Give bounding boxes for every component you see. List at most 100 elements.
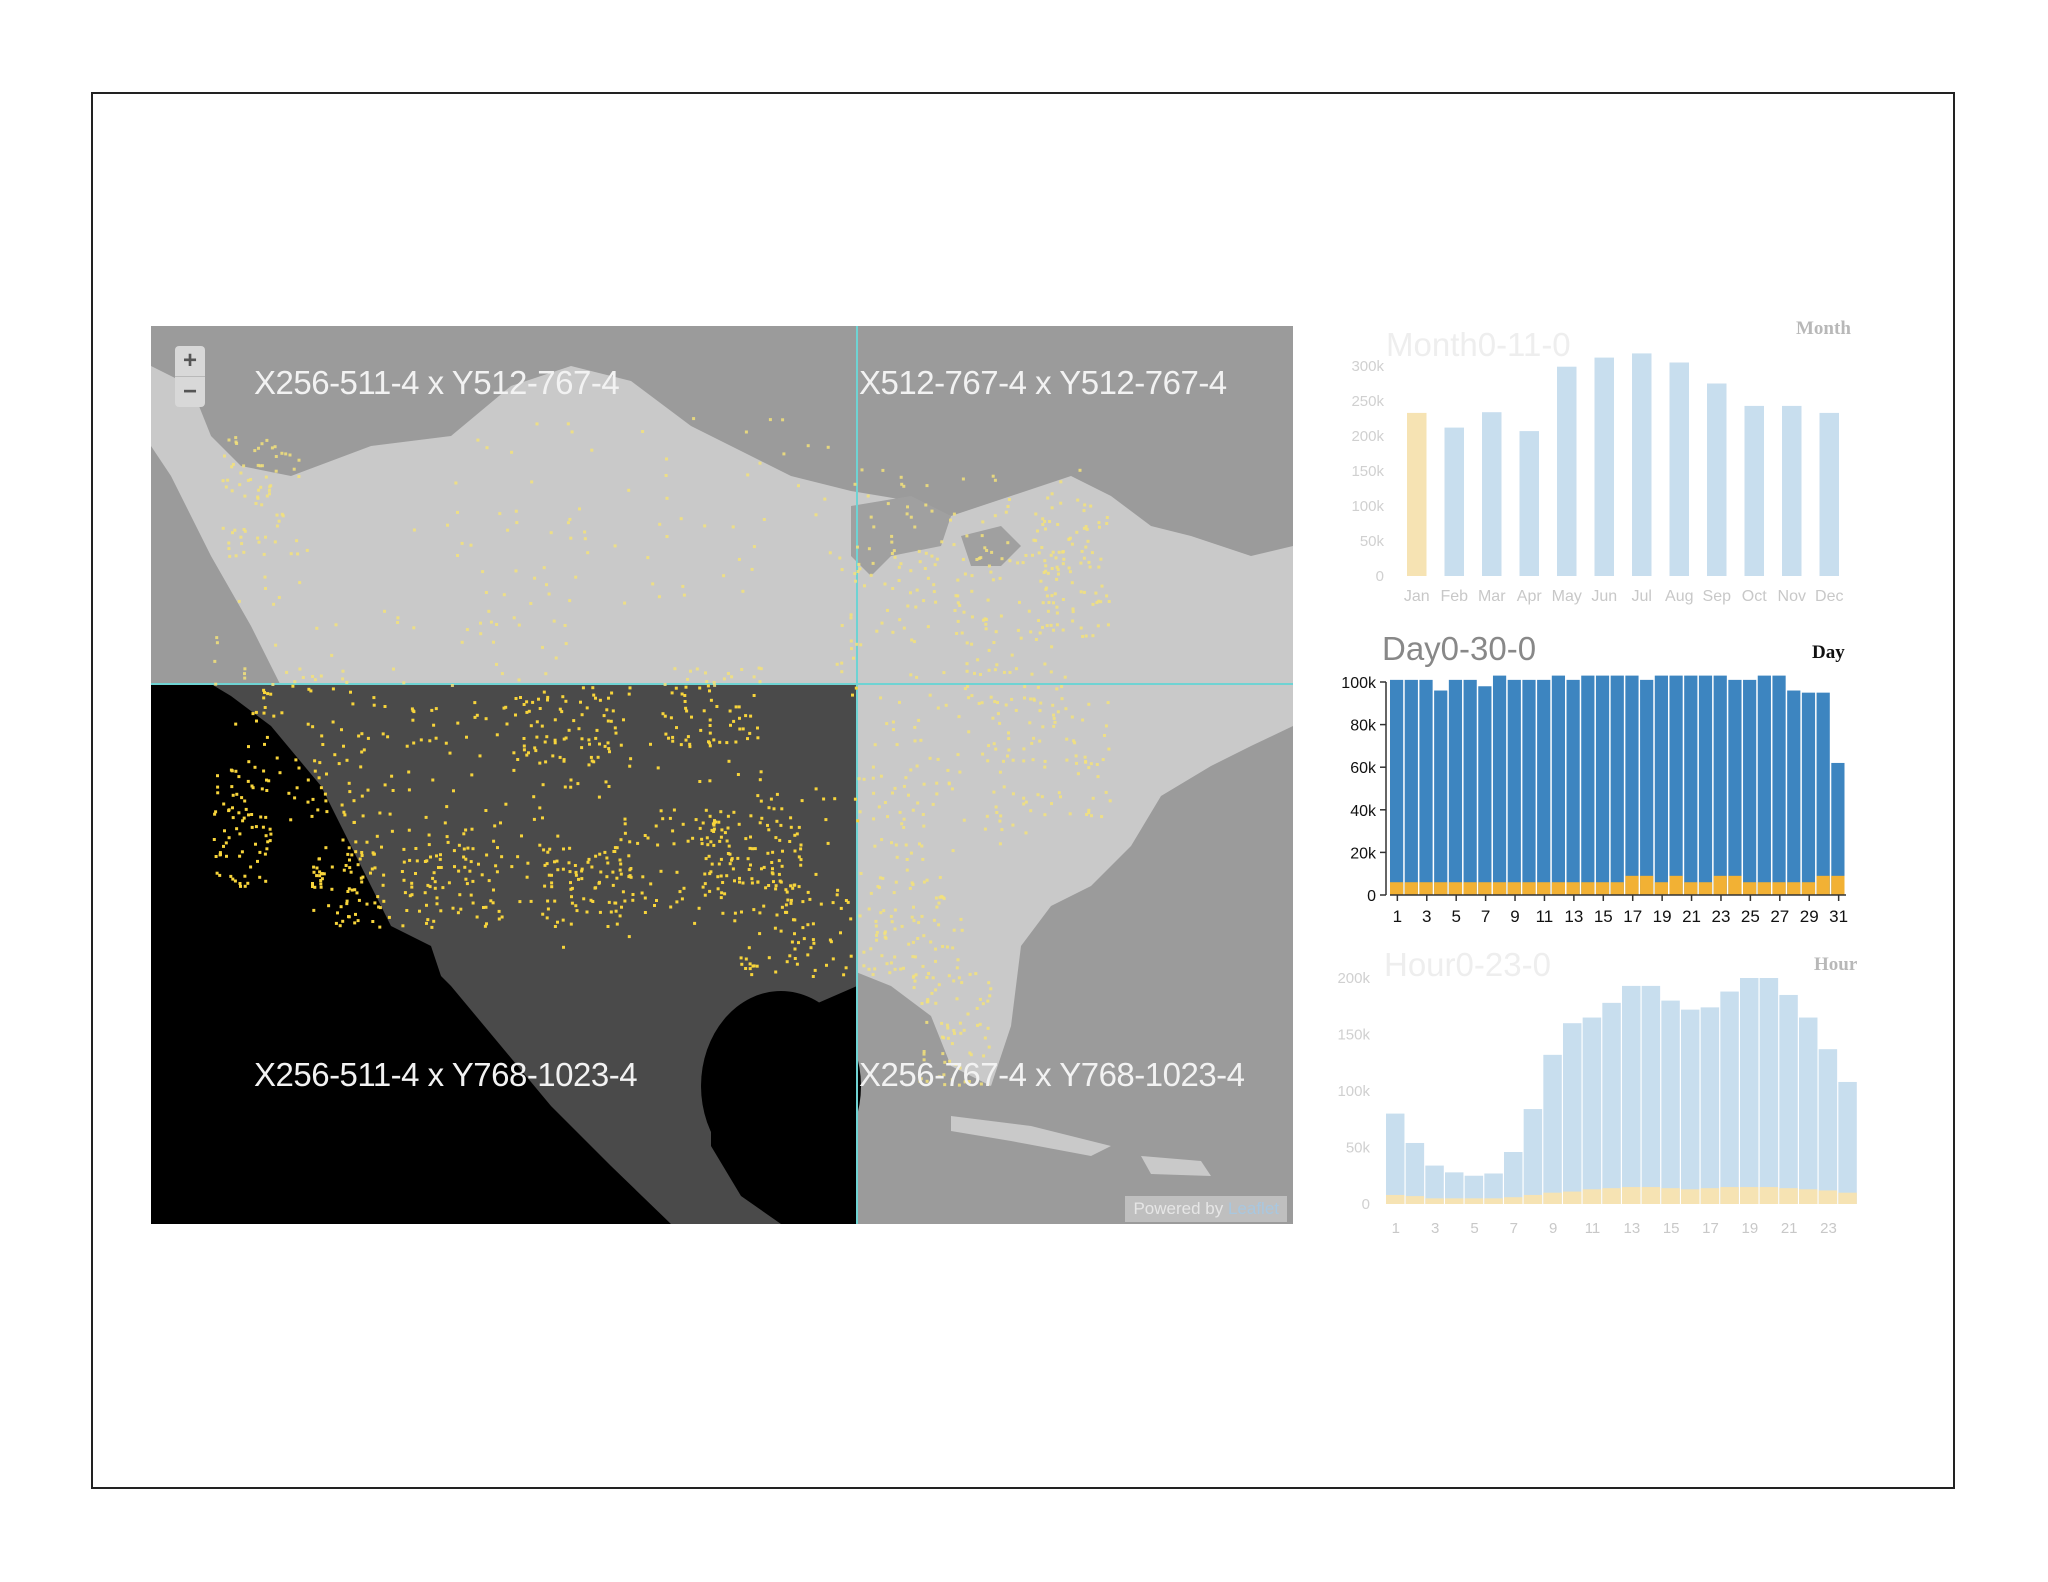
hour-bar-highlight[interactable] — [1425, 1198, 1444, 1204]
day-bar-highlight[interactable] — [1478, 882, 1492, 895]
day-bar[interactable] — [1551, 675, 1566, 895]
day-bar-highlight[interactable] — [1419, 882, 1433, 895]
day-chart[interactable]: Day0-30-0 Day 0 20k 40k 60k 80k 100k 1 3 5 7 9 11 13… — [1318, 630, 1858, 930]
hour-bar[interactable] — [1641, 985, 1661, 1204]
hour-bar[interactable] — [1445, 1172, 1464, 1204]
hour-bar[interactable] — [1720, 991, 1739, 1204]
day-bar[interactable] — [1492, 675, 1507, 895]
day-bar[interactable] — [1728, 679, 1742, 895]
hour-bar-highlight[interactable] — [1641, 1187, 1661, 1204]
day-bar-highlight[interactable] — [1537, 882, 1551, 895]
day-bar[interactable] — [1713, 675, 1727, 895]
hour-bar[interactable] — [1838, 1081, 1857, 1204]
hour-bar[interactable] — [1740, 978, 1759, 1204]
day-bar-highlight[interactable] — [1772, 882, 1786, 895]
hour-bar[interactable] — [1818, 1049, 1838, 1204]
hour-bar[interactable] — [1484, 1173, 1503, 1204]
day-bar[interactable] — [1522, 679, 1536, 895]
day-bar[interactable] — [1390, 679, 1404, 895]
day-bar[interactable] — [1434, 690, 1448, 895]
day-bar-highlight[interactable] — [1669, 875, 1683, 895]
hour-bar[interactable] — [1759, 978, 1779, 1204]
day-bar[interactable] — [1581, 675, 1595, 895]
hour-bar[interactable] — [1779, 994, 1798, 1204]
hour-bar[interactable] — [1523, 1109, 1543, 1204]
day-bar[interactable] — [1595, 675, 1610, 895]
leaflet-link[interactable]: Leaflet — [1227, 1199, 1279, 1218]
day-bar-highlight[interactable] — [1551, 882, 1566, 895]
hour-bar-highlight[interactable] — [1445, 1198, 1464, 1204]
day-bar-highlight[interactable] — [1640, 875, 1654, 895]
day-bar[interactable] — [1640, 679, 1654, 895]
day-bar-highlight[interactable] — [1404, 882, 1418, 895]
day-bar-highlight[interactable] — [1728, 875, 1742, 895]
day-bar[interactable] — [1743, 679, 1757, 895]
month-bar[interactable] — [1744, 405, 1765, 576]
hour-bar-highlight[interactable] — [1602, 1188, 1621, 1204]
hour-bar[interactable] — [1543, 1054, 1562, 1204]
hour-bar-highlight[interactable] — [1661, 1188, 1680, 1204]
day-bar-highlight[interactable] — [1390, 882, 1404, 895]
day-bar[interactable] — [1448, 679, 1463, 895]
day-bar-highlight[interactable] — [1801, 882, 1816, 895]
hour-bar-highlight[interactable] — [1543, 1192, 1562, 1204]
day-bar-highlight[interactable] — [1566, 882, 1580, 895]
day-bar-highlight[interactable] — [1581, 882, 1595, 895]
day-bar[interactable] — [1684, 675, 1698, 895]
hour-bar-highlight[interactable] — [1700, 1188, 1720, 1204]
hour-bar[interactable] — [1799, 1017, 1818, 1204]
hour-bar-highlight[interactable] — [1681, 1189, 1700, 1204]
hour-bar-highlight[interactable] — [1622, 1187, 1641, 1204]
hour-bar[interactable] — [1504, 1152, 1523, 1204]
month-bar[interactable] — [1819, 412, 1840, 576]
month-bar[interactable] — [1557, 366, 1577, 576]
hour-bar[interactable] — [1425, 1165, 1444, 1204]
day-bar-highlight[interactable] — [1595, 882, 1610, 895]
zoom-in-button[interactable]: + — [182, 347, 197, 374]
hour-bar[interactable] — [1602, 1002, 1621, 1204]
hour-bar[interactable] — [1464, 1175, 1484, 1204]
month-bar[interactable] — [1407, 412, 1427, 576]
day-bar[interactable] — [1831, 762, 1845, 895]
hour-bar[interactable] — [1405, 1142, 1425, 1204]
day-bar-highlight[interactable] — [1463, 882, 1477, 895]
day-bar[interactable] — [1463, 679, 1477, 895]
zoom-out-button[interactable]: − — [182, 378, 197, 405]
day-bar[interactable] — [1772, 675, 1786, 895]
month-bar[interactable] — [1632, 353, 1652, 576]
day-bar[interactable] — [1625, 675, 1639, 895]
day-bar-highlight[interactable] — [1713, 875, 1727, 895]
day-bar-highlight[interactable] — [1507, 882, 1521, 895]
month-bar[interactable] — [1519, 431, 1540, 576]
month-bar[interactable] — [1594, 357, 1615, 576]
hour-bar[interactable] — [1386, 1113, 1405, 1204]
day-bar-highlight[interactable] — [1448, 882, 1463, 895]
day-bar-highlight[interactable] — [1743, 882, 1757, 895]
day-bar-highlight[interactable] — [1625, 875, 1639, 895]
day-bar[interactable] — [1537, 679, 1551, 895]
hour-bar-highlight[interactable] — [1523, 1194, 1543, 1204]
day-bar-highlight[interactable] — [1698, 882, 1713, 895]
hour-bar-highlight[interactable] — [1740, 1187, 1759, 1204]
day-bar[interactable] — [1478, 686, 1492, 895]
day-bar[interactable] — [1566, 679, 1580, 895]
day-bar[interactable] — [1419, 679, 1433, 895]
hour-bar-highlight[interactable] — [1799, 1189, 1818, 1204]
day-bar[interactable] — [1507, 679, 1521, 895]
month-bar[interactable] — [1782, 405, 1802, 576]
day-bar-highlight[interactable] — [1654, 882, 1668, 895]
hour-bar[interactable] — [1622, 985, 1641, 1204]
day-bar[interactable] — [1801, 692, 1816, 895]
hour-bar-highlight[interactable] — [1818, 1190, 1838, 1204]
day-bar-highlight[interactable] — [1610, 882, 1624, 895]
month-bar[interactable] — [1707, 383, 1727, 577]
hour-chart[interactable]: Hour0-23-0 Hour 0 50k 100k 150k 200k 1 3 5 7 9 11 1… — [1318, 946, 1858, 1246]
hour-bar-highlight[interactable] — [1504, 1197, 1523, 1204]
hour-bar[interactable] — [1661, 1000, 1680, 1204]
hour-bar-highlight[interactable] — [1582, 1189, 1602, 1204]
month-bar[interactable] — [1669, 362, 1690, 577]
hour-bar-highlight[interactable] — [1838, 1192, 1857, 1204]
day-bar-highlight[interactable] — [1816, 875, 1830, 895]
